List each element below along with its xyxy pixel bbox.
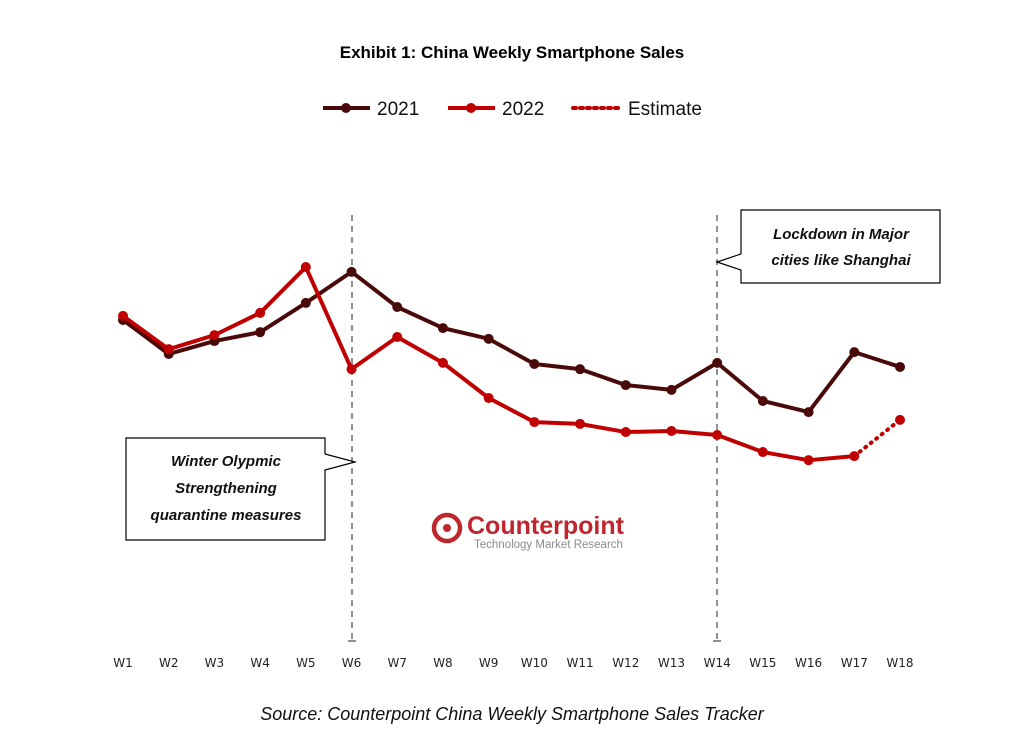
x-tick-label-w5: W5 bbox=[296, 656, 316, 670]
callout-olympic-line-2: Strengthening bbox=[175, 480, 277, 497]
callout-winter-olympic: Winter Olypmic Strengthening quarantine … bbox=[125, 437, 358, 541]
x-tick-label-w2: W2 bbox=[159, 656, 179, 670]
series-line-2021 bbox=[121, 269, 902, 415]
data-point-2021-w15 bbox=[757, 395, 768, 406]
x-tick-label-w12: W12 bbox=[612, 656, 639, 670]
x-tick-label-w3: W3 bbox=[205, 656, 225, 670]
data-point-2021-w11 bbox=[575, 364, 586, 375]
x-tick-label-w1: W1 bbox=[113, 656, 133, 670]
data-point-2022-w12 bbox=[620, 427, 631, 438]
series-line-estimate bbox=[852, 417, 902, 459]
data-point-2022-w5 bbox=[300, 262, 311, 273]
legend-label-estimate: Estimate bbox=[628, 99, 702, 120]
data-point-2022-w16 bbox=[803, 455, 814, 466]
x-tick-label-w14: W14 bbox=[704, 656, 731, 670]
data-point-2022-w7 bbox=[392, 331, 403, 342]
chart-title: Exhibit 1: China Weekly Smartphone Sales bbox=[340, 43, 685, 62]
data-point-2021-w8 bbox=[437, 323, 448, 334]
x-tick-label-w6: W6 bbox=[342, 656, 362, 670]
x-tick-label-w17: W17 bbox=[841, 656, 868, 670]
data-point-2021-w9 bbox=[483, 333, 494, 344]
x-tick-label-w4: W4 bbox=[250, 656, 270, 670]
legend-item-estimate: Estimate bbox=[571, 99, 702, 120]
x-tick-label-w16: W16 bbox=[795, 656, 822, 670]
legend: 2021 2022 Estimate bbox=[323, 99, 702, 120]
x-axis: W1 W2 W3 W4 W5 W6 W7 W8 W9 W10 W11 W12 W13 W14 W15 W16 W… bbox=[113, 656, 913, 670]
x-tick-label-w13: W13 bbox=[658, 656, 685, 670]
data-point-2021-w5 bbox=[300, 297, 311, 308]
callout-olympic-line-3: quarantine measures bbox=[151, 507, 302, 524]
data-point-2021-w12 bbox=[620, 380, 631, 391]
data-point-2022-w1 bbox=[118, 310, 128, 321]
data-point-2022-w11 bbox=[575, 418, 586, 429]
data-point-2022-w15 bbox=[757, 447, 768, 458]
data-point-2021-w17 bbox=[849, 347, 860, 358]
legend-item-2021: 2021 bbox=[323, 99, 419, 120]
data-point-2021-w4 bbox=[255, 327, 266, 338]
data-point-2022-w4 bbox=[255, 307, 266, 318]
legend-label-2021: 2021 bbox=[377, 99, 419, 120]
x-tick-label-w7: W7 bbox=[387, 656, 407, 670]
logo-name: Counterpoint bbox=[467, 512, 625, 540]
event-lines bbox=[348, 215, 721, 642]
callout-olympic-line-1: Winter Olypmic bbox=[171, 453, 282, 470]
plot-area bbox=[118, 262, 905, 466]
counterpoint-logo: Counterpoint Technology Market Research bbox=[431, 512, 625, 551]
x-tick-label-w11: W11 bbox=[566, 656, 593, 670]
data-point-2022-w14 bbox=[712, 430, 723, 441]
legend-label-2022: 2022 bbox=[502, 99, 544, 120]
data-point-2021-w18 bbox=[895, 361, 905, 372]
logo-tagline: Technology Market Research bbox=[474, 539, 623, 551]
data-point-2021-w10 bbox=[529, 358, 540, 369]
data-point-2022-w9 bbox=[483, 393, 494, 404]
data-point-2022-w10 bbox=[529, 417, 540, 428]
x-tick-label-w9: W9 bbox=[479, 656, 499, 670]
data-point-estimate-w18 bbox=[895, 414, 905, 425]
data-point-2021-w13 bbox=[666, 384, 677, 395]
data-point-2021-w6 bbox=[346, 266, 357, 277]
data-point-2022-w2 bbox=[163, 344, 174, 355]
data-point-2022-w6 bbox=[346, 364, 357, 375]
x-tick-label-w18: W18 bbox=[886, 656, 913, 670]
data-point-2021-w14 bbox=[712, 357, 723, 368]
series-line-2022 bbox=[121, 265, 857, 463]
callout-lockdown: Lockdown in Major cities like Shanghai bbox=[715, 209, 941, 284]
data-point-2022-w13 bbox=[666, 425, 677, 436]
data-point-2022-w8 bbox=[437, 357, 448, 368]
x-tick-label-w8: W8 bbox=[433, 656, 453, 670]
callout-lockdown-line-1: Lockdown in Major bbox=[773, 226, 910, 243]
data-point-2021-w7 bbox=[392, 302, 403, 312]
source-note: Source: Counterpoint China Weekly Smartp… bbox=[260, 704, 765, 724]
data-point-2021-w16 bbox=[803, 407, 814, 418]
legend-item-2022: 2022 bbox=[448, 99, 544, 120]
x-tick-label-w10: W10 bbox=[521, 656, 548, 670]
x-tick-label-w15: W15 bbox=[749, 656, 776, 670]
data-point-2022-w3 bbox=[209, 330, 220, 341]
callout-lockdown-line-2: cities like Shanghai bbox=[771, 252, 911, 269]
